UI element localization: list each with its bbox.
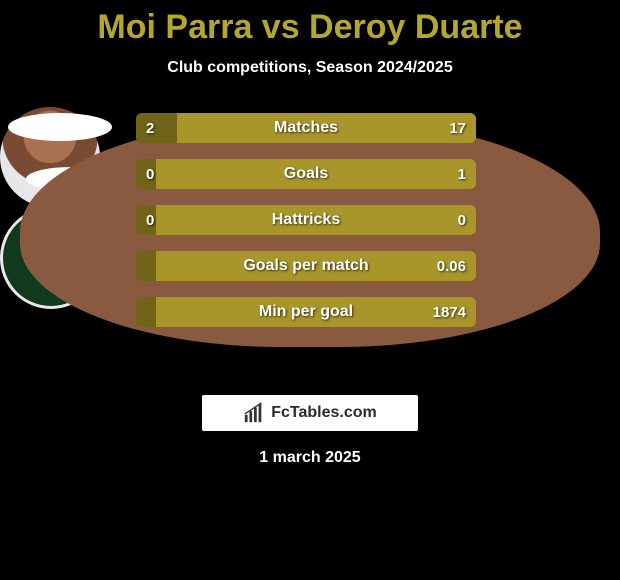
- stat-label: Min per goal: [259, 303, 353, 321]
- snapshot-date: 1 march 2025: [0, 449, 620, 467]
- stat-row: 0 0 Hattricks: [136, 205, 476, 235]
- stat-rows: 2 17 Matches 0 1 Goals 0 0 Hattricks 0.06 Goals pe…: [136, 113, 476, 343]
- stat-value-right: 0: [458, 205, 466, 235]
- stat-row: 1874 Min per goal: [136, 297, 476, 327]
- stat-value-left: 0: [146, 205, 154, 235]
- stat-label: Hattricks: [272, 211, 340, 229]
- stat-label: Goals: [284, 165, 328, 183]
- stat-row: 0 1 Goals: [136, 159, 476, 189]
- compare-subtitle: Club competitions, Season 2024/2025: [0, 59, 620, 77]
- stat-fill-left: [136, 297, 156, 327]
- branding-text: FcTables.com: [271, 404, 377, 422]
- player1-avatar: [8, 113, 112, 141]
- compare-title: Moi Parra vs Deroy Duarte: [0, 0, 620, 47]
- stat-value-right: 17: [449, 113, 466, 143]
- stat-fill-left: [136, 113, 177, 143]
- stat-value-right: 1: [458, 159, 466, 189]
- branding-badge[interactable]: FcTables.com: [202, 395, 418, 431]
- stat-value-right: 0.06: [437, 251, 466, 281]
- stat-value-right: 1874: [433, 297, 466, 327]
- stat-row: 0.06 Goals per match: [136, 251, 476, 281]
- stat-row: 2 17 Matches: [136, 113, 476, 143]
- stats-area: 2 17 Matches 0 1 Goals 0 0 Hattricks 0.06 Goals pe…: [0, 107, 620, 387]
- stat-label: Goals per match: [243, 257, 368, 275]
- player-compare-card: { "title": "Moi Parra vs Deroy Duarte", …: [0, 0, 620, 580]
- stat-value-left: 2: [146, 113, 154, 143]
- bar-chart-icon: [243, 402, 265, 424]
- stat-label: Matches: [274, 119, 338, 137]
- stat-value-left: 0: [146, 159, 154, 189]
- stat-fill-left: [136, 251, 156, 281]
